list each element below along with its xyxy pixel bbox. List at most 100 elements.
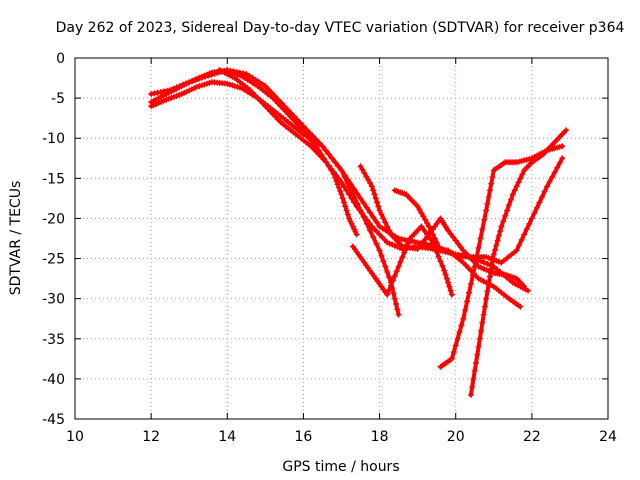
data-marker bbox=[497, 228, 504, 235]
data-marker bbox=[479, 319, 486, 326]
data-marker bbox=[384, 223, 391, 230]
data-marker bbox=[160, 88, 167, 95]
data-marker bbox=[306, 129, 313, 136]
data-marker bbox=[252, 77, 259, 84]
data-marker bbox=[391, 272, 398, 279]
data-point bbox=[319, 143, 326, 150]
data-marker bbox=[427, 227, 434, 234]
data-marker bbox=[346, 191, 353, 198]
data-marker bbox=[173, 84, 180, 91]
data-marker bbox=[422, 216, 429, 223]
data-marker bbox=[313, 136, 320, 143]
data-marker bbox=[354, 190, 361, 197]
data-marker bbox=[467, 280, 474, 287]
y-tick-label: -20 bbox=[42, 211, 65, 227]
data-point bbox=[513, 247, 520, 254]
data-marker bbox=[370, 234, 377, 241]
data-marker bbox=[379, 225, 386, 232]
data-marker bbox=[397, 258, 404, 265]
data-marker bbox=[477, 235, 484, 242]
data-marker bbox=[515, 179, 522, 186]
data-marker bbox=[356, 206, 363, 213]
data-marker bbox=[526, 220, 533, 227]
data-point bbox=[368, 183, 375, 190]
data-marker bbox=[492, 246, 499, 253]
data-marker bbox=[389, 277, 396, 284]
data-marker bbox=[462, 307, 469, 314]
data-marker bbox=[458, 322, 465, 329]
data-marker bbox=[502, 212, 509, 219]
data-marker bbox=[450, 349, 457, 356]
data-marker bbox=[437, 258, 444, 265]
data-marker bbox=[469, 383, 476, 390]
data-point bbox=[357, 163, 364, 170]
data-marker bbox=[154, 89, 161, 96]
data-marker bbox=[523, 226, 530, 233]
data-marker bbox=[151, 90, 158, 97]
data-point bbox=[243, 71, 250, 78]
data-point bbox=[167, 87, 174, 94]
data-marker bbox=[348, 195, 355, 202]
data-series bbox=[148, 67, 570, 398]
chart-title: Day 262 of 2023, Sidereal Day-to-day VTE… bbox=[56, 20, 625, 36]
y-tick-label: -40 bbox=[42, 372, 65, 388]
data-marker bbox=[429, 231, 436, 238]
data-marker bbox=[399, 254, 406, 261]
data-marker bbox=[539, 194, 546, 201]
data-marker bbox=[475, 244, 482, 251]
data-marker bbox=[485, 194, 492, 201]
x-axis-label: GPS time / hours bbox=[282, 459, 399, 475]
y-tick-label: 0 bbox=[56, 51, 65, 67]
y-tick-label: -35 bbox=[42, 332, 65, 348]
data-marker bbox=[192, 76, 199, 83]
data-point bbox=[395, 311, 402, 318]
data-marker bbox=[240, 70, 247, 77]
data-marker bbox=[333, 172, 340, 179]
data-point bbox=[376, 223, 383, 230]
data-marker bbox=[341, 183, 348, 190]
data-marker bbox=[341, 171, 348, 178]
data-marker bbox=[303, 126, 310, 133]
data-marker bbox=[488, 266, 495, 273]
data-point bbox=[376, 207, 383, 214]
x-tick-label: 14 bbox=[218, 429, 236, 445]
data-marker bbox=[394, 306, 401, 313]
data-marker bbox=[316, 139, 323, 146]
data-marker bbox=[287, 109, 294, 116]
data-point bbox=[353, 231, 360, 238]
data-marker bbox=[275, 96, 282, 103]
data-marker bbox=[531, 210, 538, 217]
data-marker bbox=[351, 226, 358, 233]
data-marker bbox=[363, 204, 370, 211]
y-tick-label: -30 bbox=[42, 292, 65, 308]
data-marker bbox=[452, 237, 459, 244]
x-tick-label: 10 bbox=[66, 429, 84, 445]
data-marker bbox=[424, 220, 431, 227]
data-marker bbox=[481, 303, 488, 310]
data-marker bbox=[382, 219, 389, 226]
y-tick-label: -25 bbox=[42, 252, 65, 268]
data-marker bbox=[189, 77, 196, 84]
grid-lines bbox=[75, 58, 608, 419]
data-point bbox=[414, 203, 421, 210]
data-point bbox=[445, 227, 452, 234]
data-marker bbox=[265, 86, 272, 93]
data-marker bbox=[489, 173, 496, 180]
data-marker bbox=[480, 311, 487, 318]
data-point bbox=[148, 91, 155, 98]
data-point bbox=[559, 155, 566, 162]
data-marker bbox=[309, 133, 316, 140]
data-marker bbox=[474, 351, 481, 358]
data-marker bbox=[390, 290, 397, 297]
data-marker bbox=[348, 181, 355, 188]
data-point bbox=[395, 263, 402, 270]
data-marker bbox=[519, 282, 526, 289]
data-marker bbox=[227, 67, 234, 74]
data-marker bbox=[551, 169, 558, 176]
data-marker bbox=[431, 235, 438, 242]
data-marker bbox=[344, 176, 351, 183]
data-marker bbox=[366, 220, 373, 227]
data-marker bbox=[339, 195, 346, 202]
data-marker bbox=[359, 166, 366, 173]
